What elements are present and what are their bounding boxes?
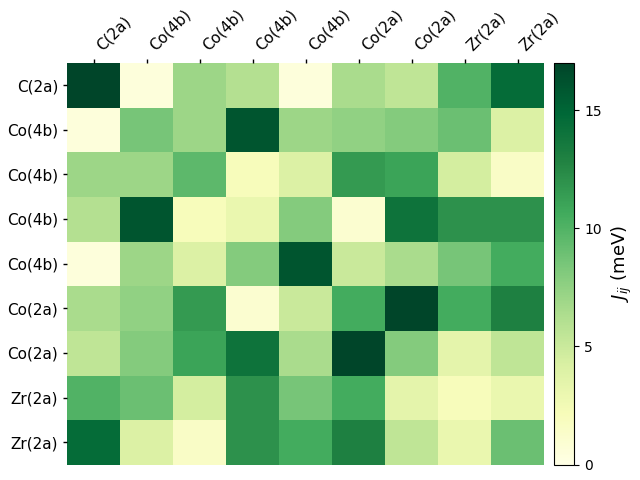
Y-axis label: $J_{ij}$ (meV): $J_{ij}$ (meV) [610, 225, 634, 302]
